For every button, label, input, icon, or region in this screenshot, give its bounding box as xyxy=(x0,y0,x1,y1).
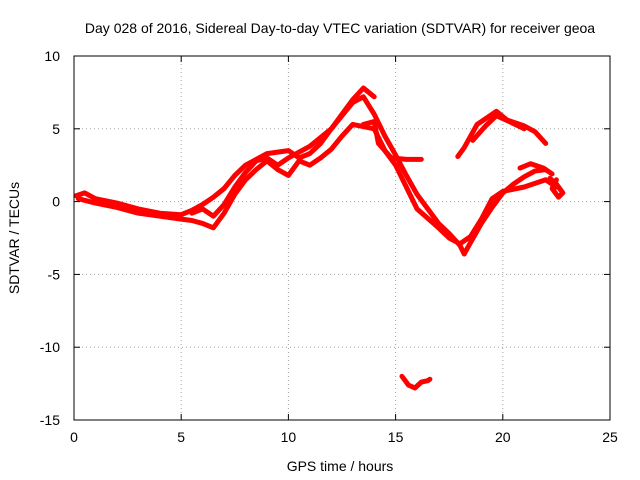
series-track-b xyxy=(75,121,559,247)
x-tick-label: 10 xyxy=(281,429,297,445)
y-axis-label: SDTVAR / TECUs xyxy=(6,182,22,294)
series-layer xyxy=(73,85,566,391)
series-track-f xyxy=(470,113,527,143)
y-tick-label: 0 xyxy=(52,194,60,210)
tick-layer: 0 5 10 15 20 25 -15 -10 -5 0 5 10 xyxy=(40,48,618,445)
x-tick-label: 5 xyxy=(177,429,185,445)
series-track-g xyxy=(517,161,555,177)
series-track-h xyxy=(547,175,566,200)
y-tick-label: -10 xyxy=(40,339,60,355)
x-tick-label: 25 xyxy=(602,429,618,445)
x-tick-label: 15 xyxy=(388,429,404,445)
y-tick-label: -5 xyxy=(48,266,61,282)
x-tick-label: 0 xyxy=(70,429,78,445)
chart-title: Day 028 of 2016, Sidereal Day-to-day VTE… xyxy=(85,20,595,36)
x-tick-label: 20 xyxy=(495,429,511,445)
plot-frame xyxy=(73,55,611,421)
series-track-d xyxy=(360,119,424,162)
x-axis-label: GPS time / hours xyxy=(287,458,394,474)
y-tick-label: 5 xyxy=(52,121,60,137)
y-tick-label: 10 xyxy=(44,48,60,64)
series-track-e xyxy=(455,108,549,159)
series-track-c xyxy=(189,94,549,257)
y-tick-label: -15 xyxy=(40,412,60,428)
series-track-i xyxy=(399,373,433,391)
